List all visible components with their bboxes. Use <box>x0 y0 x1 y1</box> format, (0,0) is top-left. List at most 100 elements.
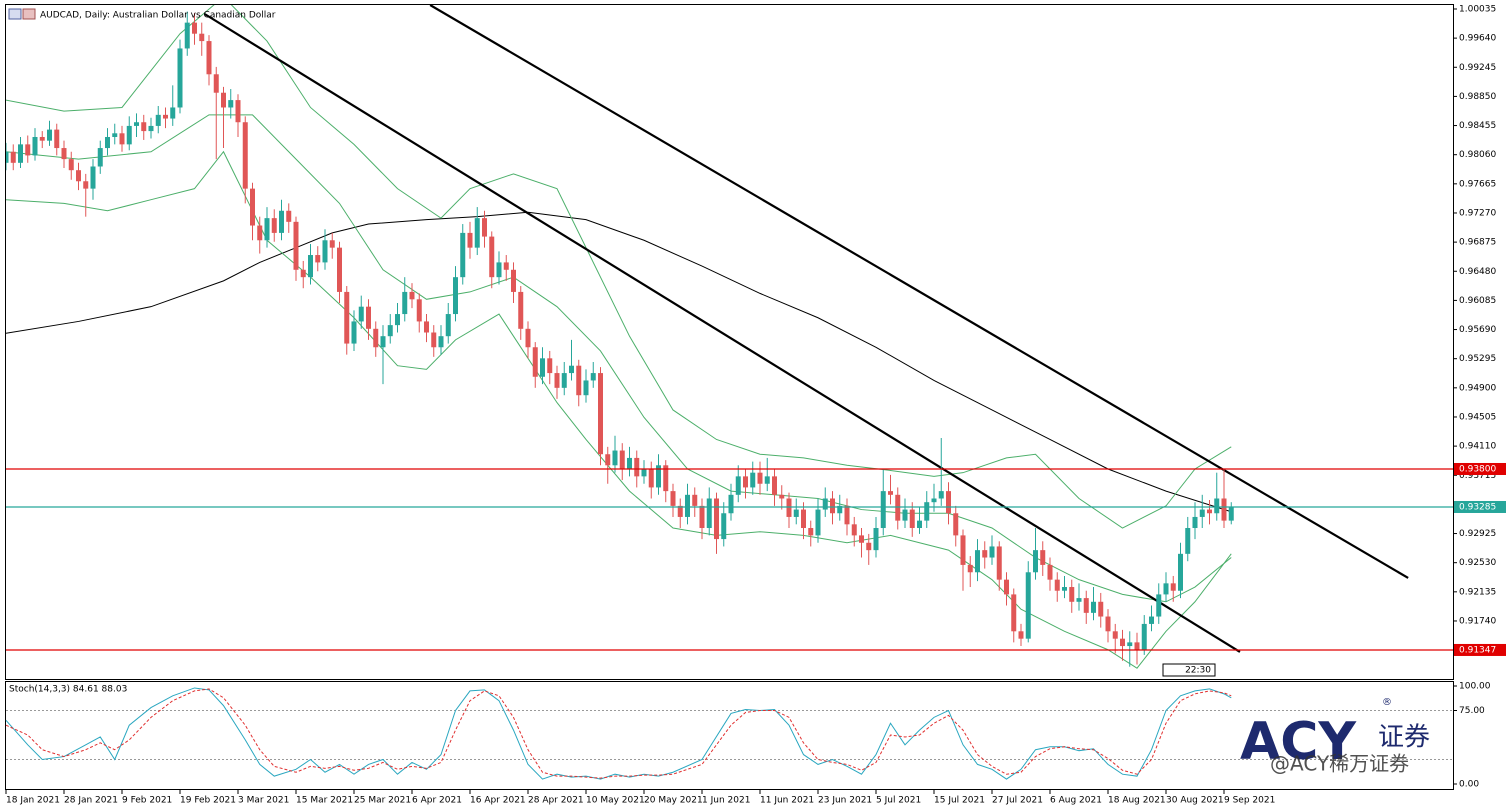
stoch-title: Stoch(14,3,3) 84.61 88.03 <box>9 685 127 695</box>
x-tick-label: 9 Sep 2021 <box>1224 796 1275 806</box>
y-tick-label: 0.94900 <box>1459 383 1496 393</box>
x-tick-label: 27 Jul 2021 <box>992 796 1043 806</box>
candle-body <box>141 122 147 132</box>
y-tick-label: 0.97270 <box>1459 208 1496 218</box>
candle-body <box>1091 601 1096 613</box>
x-tick-label: 20 May 2021 <box>644 796 703 806</box>
candle-body <box>1083 598 1089 613</box>
candle-body <box>946 491 951 514</box>
candle-body <box>590 373 596 381</box>
candle-body <box>815 509 821 536</box>
candle-body <box>598 373 603 455</box>
candle-body <box>395 314 400 326</box>
x-tick-label: 19 Feb 2021 <box>180 796 236 806</box>
candle-body <box>1170 583 1176 591</box>
candle-body <box>1011 594 1017 632</box>
candle-body <box>322 240 328 263</box>
candle-body <box>895 494 901 521</box>
candle-body <box>134 122 139 126</box>
candle-body <box>699 505 705 529</box>
x-tick-label: 11 Jun 2021 <box>760 796 814 806</box>
candle-body <box>438 336 444 348</box>
candle-body <box>627 457 632 469</box>
candle-body <box>105 136 110 149</box>
candle-body <box>467 232 473 248</box>
candle-body <box>503 262 509 270</box>
candle-body <box>670 491 676 506</box>
candle-body <box>32 136 38 156</box>
candle-body <box>25 144 31 156</box>
stoch-y-tick-label: 0.00 <box>1459 780 1479 790</box>
candle-body <box>866 542 872 551</box>
candle-body <box>924 502 930 521</box>
candle-body <box>177 48 183 108</box>
candle-body <box>902 509 908 521</box>
candle-body <box>1156 594 1162 617</box>
candle-body <box>547 358 553 374</box>
candle-body <box>68 159 74 171</box>
x-tick-label: 30 Aug 2021 <box>1166 796 1224 806</box>
candle-body <box>1141 623 1147 650</box>
candle-body <box>757 472 763 484</box>
candle-body <box>402 291 408 315</box>
candle-body <box>474 218 480 248</box>
x-tick-label: 15 Mar 2021 <box>296 796 353 806</box>
candle-body <box>1062 587 1067 591</box>
candle-body <box>750 472 756 488</box>
x-tick-label: 28 Jan 2021 <box>64 796 118 806</box>
band-upper <box>6 5 1232 529</box>
candle-body <box>126 125 132 145</box>
candle-body <box>47 129 52 141</box>
candle-body <box>337 247 342 292</box>
candle-body <box>83 181 89 189</box>
candle-body <box>1134 642 1140 650</box>
y-tick-label: 0.96480 <box>1459 267 1496 277</box>
candle-body <box>1054 579 1060 591</box>
y-tick-label: 0.96875 <box>1459 238 1496 248</box>
candle-body <box>380 336 386 348</box>
candle-body <box>61 148 67 160</box>
symbol-icon <box>8 8 22 20</box>
candle-body <box>714 498 719 540</box>
y-tick-label: 0.92530 <box>1459 558 1496 568</box>
candle-body <box>851 524 857 536</box>
candle-body <box>786 498 792 517</box>
candle-body <box>772 476 777 495</box>
candle-body <box>344 291 350 344</box>
candle-body <box>656 465 661 488</box>
candle-body <box>18 144 23 163</box>
candle-body <box>989 546 995 558</box>
candle-body <box>1004 579 1009 595</box>
y-tick-label: 0.99640 <box>1459 34 1496 44</box>
candle-body <box>1033 550 1038 573</box>
level-label-box <box>1454 643 1506 656</box>
candle-body <box>938 491 944 499</box>
candle-body <box>880 491 886 529</box>
candle-body <box>830 498 835 514</box>
candle-body <box>184 22 190 49</box>
candle-body <box>155 114 161 126</box>
candle-body <box>808 528 814 536</box>
candle-body <box>634 457 640 477</box>
timer-box <box>1162 663 1216 677</box>
y-tick-label: 0.99245 <box>1459 63 1496 73</box>
x-tick-label: 1 Jun 2021 <box>702 796 750 806</box>
candle-body <box>54 129 60 149</box>
candle-body <box>779 494 785 499</box>
candle-body <box>300 269 306 278</box>
candle-body <box>728 494 734 514</box>
candle-body <box>967 564 973 573</box>
candle-body <box>409 291 415 300</box>
candle-body <box>641 468 647 477</box>
x-tick-label: 23 Jun 2021 <box>818 796 872 806</box>
candle-body <box>119 133 125 145</box>
candle-body <box>1076 598 1082 602</box>
candle-body <box>445 314 451 337</box>
candle-body <box>366 306 371 329</box>
candle-body <box>170 107 176 119</box>
level-label: 0.91347 <box>1459 645 1496 655</box>
candle-body <box>431 332 437 348</box>
candle-body <box>931 498 937 503</box>
